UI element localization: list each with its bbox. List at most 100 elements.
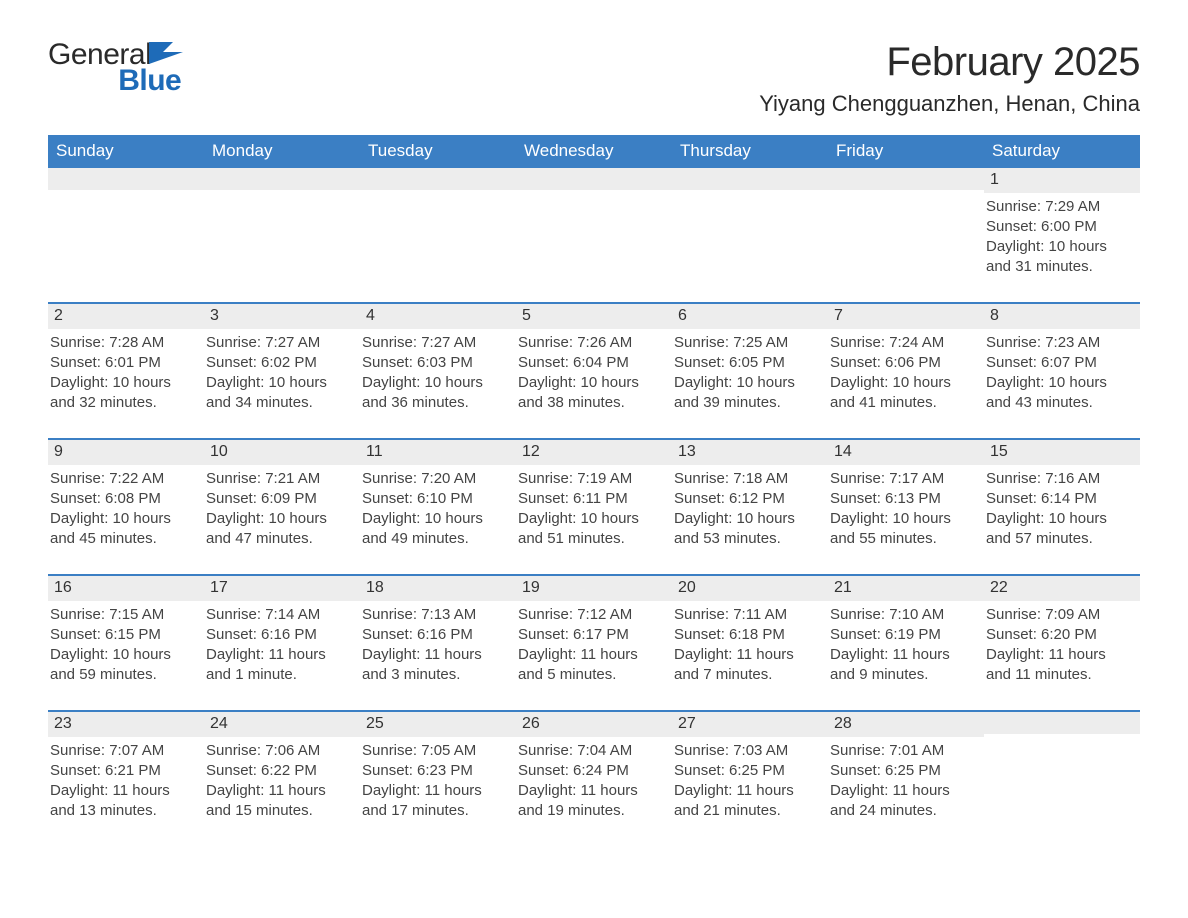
sunrise-text: Sunrise: 7:23 AM bbox=[986, 333, 1134, 353]
sunset-text: Sunset: 6:01 PM bbox=[50, 353, 198, 373]
sunrise-text: Sunrise: 7:07 AM bbox=[50, 741, 198, 761]
daylight-text: Daylight: 10 hours and 55 minutes. bbox=[830, 509, 978, 550]
daylight-text: Daylight: 10 hours and 43 minutes. bbox=[986, 373, 1134, 414]
day-info: Sunrise: 7:24 AMSunset: 6:06 PMDaylight:… bbox=[828, 333, 978, 414]
sunset-text: Sunset: 6:23 PM bbox=[362, 761, 510, 781]
sunset-text: Sunset: 6:17 PM bbox=[518, 625, 666, 645]
daylight-text: Daylight: 11 hours and 15 minutes. bbox=[206, 781, 354, 822]
day-number: 2 bbox=[48, 304, 204, 329]
day-number: 24 bbox=[204, 712, 360, 737]
day-cell bbox=[516, 168, 672, 288]
sunrise-text: Sunrise: 7:25 AM bbox=[674, 333, 822, 353]
day-number: 18 bbox=[360, 576, 516, 601]
day-number: 11 bbox=[360, 440, 516, 465]
day-cell bbox=[828, 168, 984, 288]
day-cell: 9Sunrise: 7:22 AMSunset: 6:08 PMDaylight… bbox=[48, 440, 204, 560]
day-info: Sunrise: 7:05 AMSunset: 6:23 PMDaylight:… bbox=[360, 741, 510, 822]
day-info: Sunrise: 7:26 AMSunset: 6:04 PMDaylight:… bbox=[516, 333, 666, 414]
sunrise-text: Sunrise: 7:06 AM bbox=[206, 741, 354, 761]
sunset-text: Sunset: 6:00 PM bbox=[986, 217, 1134, 237]
day-number bbox=[48, 168, 204, 190]
day-cell: 15Sunrise: 7:16 AMSunset: 6:14 PMDayligh… bbox=[984, 440, 1140, 560]
sunset-text: Sunset: 6:25 PM bbox=[674, 761, 822, 781]
sunrise-text: Sunrise: 7:20 AM bbox=[362, 469, 510, 489]
day-cell: 16Sunrise: 7:15 AMSunset: 6:15 PMDayligh… bbox=[48, 576, 204, 696]
sunset-text: Sunset: 6:19 PM bbox=[830, 625, 978, 645]
sunset-text: Sunset: 6:16 PM bbox=[362, 625, 510, 645]
daylight-text: Daylight: 11 hours and 11 minutes. bbox=[986, 645, 1134, 686]
day-cell: 5Sunrise: 7:26 AMSunset: 6:04 PMDaylight… bbox=[516, 304, 672, 424]
sunset-text: Sunset: 6:03 PM bbox=[362, 353, 510, 373]
sunset-text: Sunset: 6:25 PM bbox=[830, 761, 978, 781]
week-row: 16 Sunrise: 7:15 AMSunset: 6:15 PM Dayligh… bbox=[48, 574, 1140, 696]
daylight-text: Daylight: 10 hours and 47 minutes. bbox=[206, 509, 354, 550]
day-info: Sunrise: 7:09 AMSunset: 6:20 PMDaylight:… bbox=[984, 605, 1134, 686]
day-cell: 18Sunrise: 7:13 AMSunset: 6:16 PMDayligh… bbox=[360, 576, 516, 696]
daylight-text: Daylight: 10 hours and 39 minutes. bbox=[674, 373, 822, 414]
day-cell: 22Sunrise: 7:09 AMSunset: 6:20 PMDayligh… bbox=[984, 576, 1140, 696]
day-cell: 21Sunrise: 7:10 AMSunset: 6:19 PMDayligh… bbox=[828, 576, 984, 696]
day-number: 26 bbox=[516, 712, 672, 737]
sunset-text: Sunset: 6:04 PM bbox=[518, 353, 666, 373]
sunrise-text: Sunrise: 7:10 AM bbox=[830, 605, 978, 625]
weekday-header: Saturday bbox=[984, 135, 1140, 168]
daylight-text: Daylight: 11 hours and 13 minutes. bbox=[50, 781, 198, 822]
day-cell: 20Sunrise: 7:11 AMSunset: 6:18 PMDayligh… bbox=[672, 576, 828, 696]
day-cell: 26Sunrise: 7:04 AMSunset: 6:24 PMDayligh… bbox=[516, 712, 672, 832]
day-info: Sunrise: 7:01 AMSunset: 6:25 PMDaylight:… bbox=[828, 741, 978, 822]
daylight-text: Daylight: 10 hours and 41 minutes. bbox=[830, 373, 978, 414]
day-number: 27 bbox=[672, 712, 828, 737]
sunset-text: Sunset: 6:05 PM bbox=[674, 353, 822, 373]
day-number: 16 bbox=[48, 576, 204, 601]
sunset-text: Sunset: 6:15 PM bbox=[50, 625, 198, 645]
sunset-text: Sunset: 6:24 PM bbox=[518, 761, 666, 781]
sunrise-text: Sunrise: 7:19 AM bbox=[518, 469, 666, 489]
day-cell: 6Sunrise: 7:25 AMSunset: 6:05 PMDaylight… bbox=[672, 304, 828, 424]
weekday-header: Tuesday bbox=[360, 135, 516, 168]
sunset-text: Sunset: 6:20 PM bbox=[986, 625, 1134, 645]
day-number: 9 bbox=[48, 440, 204, 465]
day-info: Sunrise: 7:17 AMSunset: 6:13 PMDaylight:… bbox=[828, 469, 978, 550]
day-cell: 2Sunrise: 7:28 AMSunset: 6:01 PMDaylight… bbox=[48, 304, 204, 424]
day-cell: 8Sunrise: 7:23 AMSunset: 6:07 PMDaylight… bbox=[984, 304, 1140, 424]
day-number: 15 bbox=[984, 440, 1140, 465]
sunrise-text: Sunrise: 7:04 AM bbox=[518, 741, 666, 761]
day-info: Sunrise: 7:25 AMSunset: 6:05 PMDaylight:… bbox=[672, 333, 822, 414]
week-row: 2 Sunrise: 7:28 AMSunset: 6:01 PM Daylight… bbox=[48, 302, 1140, 424]
week-row: 9Sunrise: 7:22 AMSunset: 6:08 PMDaylight… bbox=[48, 438, 1140, 560]
flag-icon bbox=[149, 40, 183, 64]
day-number: 7 bbox=[828, 304, 984, 329]
day-cell: 25Sunrise: 7:05 AMSunset: 6:23 PMDayligh… bbox=[360, 712, 516, 832]
day-number bbox=[204, 168, 360, 190]
day-cell: 13Sunrise: 7:18 AMSunset: 6:12 PMDayligh… bbox=[672, 440, 828, 560]
brand-logo: General Blue bbox=[48, 40, 183, 96]
day-info: Sunrise: 7:29 AMSunset: 6:00 PMDaylight:… bbox=[984, 197, 1134, 278]
daylight-text: Daylight: 11 hours and 9 minutes. bbox=[830, 645, 978, 686]
sunrise-text: Sunrise: 7:09 AM bbox=[986, 605, 1134, 625]
sunrise-text: Sunrise: 7:15 AM bbox=[50, 605, 198, 625]
sunrise-text: Sunrise: 7:17 AM bbox=[830, 469, 978, 489]
sunrise-text: Sunrise: 7:28 AM bbox=[50, 333, 198, 353]
daylight-text: Daylight: 10 hours and 49 minutes. bbox=[362, 509, 510, 550]
sunset-text: Sunset: 6:14 PM bbox=[986, 489, 1134, 509]
sunrise-text: Sunrise: 7:05 AM bbox=[362, 741, 510, 761]
sunset-text: Sunset: 6:10 PM bbox=[362, 489, 510, 509]
daylight-text: Daylight: 10 hours and 51 minutes. bbox=[518, 509, 666, 550]
sunrise-text: Sunrise: 7:29 AM bbox=[986, 197, 1134, 217]
daylight-text: Daylight: 10 hours and 34 minutes. bbox=[206, 373, 354, 414]
day-info: Sunrise: 7:14 AMSunset: 6:16 PMDaylight:… bbox=[204, 605, 354, 686]
day-cell: 23Sunrise: 7:07 AMSunset: 6:21 PMDayligh… bbox=[48, 712, 204, 832]
sunset-text: Sunset: 6:13 PM bbox=[830, 489, 978, 509]
day-info: Sunrise: 7:12 AMSunset: 6:17 PMDaylight:… bbox=[516, 605, 666, 686]
day-info: Sunrise: 7:07 AMSunset: 6:21 PMDaylight:… bbox=[48, 741, 198, 822]
day-number bbox=[828, 168, 984, 190]
week-row: 1Sunrise: 7:29 AMSunset: 6:00 PMDaylight… bbox=[48, 168, 1140, 288]
day-cell: 24Sunrise: 7:06 AMSunset: 6:22 PMDayligh… bbox=[204, 712, 360, 832]
daylight-text: Daylight: 11 hours and 17 minutes. bbox=[362, 781, 510, 822]
day-cell: 12Sunrise: 7:19 AMSunset: 6:11 PMDayligh… bbox=[516, 440, 672, 560]
day-info: Sunrise: 7:19 AMSunset: 6:11 PMDaylight:… bbox=[516, 469, 666, 550]
sunrise-text: Sunrise: 7:21 AM bbox=[206, 469, 354, 489]
day-cell: 19Sunrise: 7:12 AMSunset: 6:17 PMDayligh… bbox=[516, 576, 672, 696]
sunrise-text: Sunrise: 7:01 AM bbox=[830, 741, 978, 761]
month-title: February 2025 bbox=[759, 40, 1140, 85]
